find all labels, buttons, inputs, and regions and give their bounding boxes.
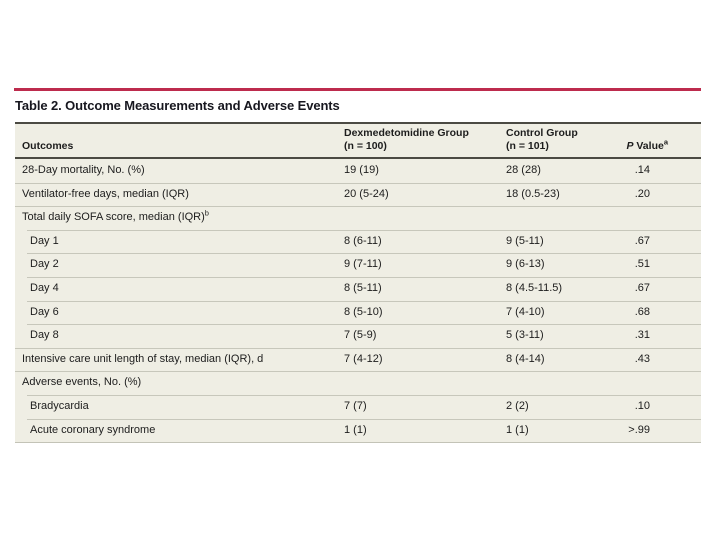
outcome-label-cell: Day 4 [15, 277, 340, 301]
dexmedetomidine-value-cell: 8 (6-11) [344, 234, 382, 247]
column-header-control-line1: Control Group [506, 127, 578, 139]
outcome-label-cell: Acute coronary syndrome [15, 419, 340, 443]
column-header-control-group: Control Group (n = 101) [502, 124, 610, 157]
control-value-cell [502, 371, 610, 395]
table-row: Acute coronary syndrome 1 (1) 1 (1) >.99 [15, 418, 701, 443]
p-value-cell: .14 [634, 164, 650, 176]
p-value-cell: .68 [634, 305, 650, 318]
outcome-label: Day 2 [30, 258, 59, 271]
dexmedetomidine-value-cell: 19 (19) [344, 164, 379, 176]
table-body: 28-Day mortality, No. (%) 19 (19) 28 (28… [15, 159, 701, 442]
control-value-cell: 18 (0.5-23) [506, 187, 560, 200]
column-header-p-value-label: P Valuea [626, 137, 668, 152]
dexmedetomidine-value-cell: 9 (7-11) [344, 258, 382, 271]
p-value-cell: .43 [634, 352, 650, 365]
outcome-label-cell: Adverse events, No. (%) [15, 371, 340, 395]
dexmedetomidine-value-cell [340, 371, 502, 395]
outcome-label-cell: Day 8 [15, 324, 340, 348]
outcome-label: Day 4 [30, 281, 59, 294]
column-header-control-line2: (n = 101) [506, 140, 549, 152]
outcome-label: Total daily SOFA score, median (IQR) [22, 211, 205, 224]
outcome-label-cell: Ventilator-free days, median (IQR) [15, 183, 340, 207]
column-header-outcomes: Outcomes [15, 124, 340, 157]
table-row: Day 6 8 (5-10) 7 (4-10) .68 [15, 300, 701, 325]
table-row: Ventilator-free days, median (IQR) 20 (5… [15, 182, 701, 207]
dexmedetomidine-value-cell: 8 (5-10) [344, 305, 383, 318]
outcome-label: Bradycardia [30, 399, 89, 412]
control-value-cell: 2 (2) [506, 399, 529, 412]
column-header-dex-line1: Dexmedetomidine Group [344, 127, 469, 139]
p-value-cell: .67 [634, 281, 650, 294]
outcome-label-cell: Total daily SOFA score, median (IQR)b [15, 206, 340, 230]
control-value-cell [502, 206, 610, 230]
control-value-cell: 1 (1) [506, 423, 529, 436]
dexmedetomidine-value-cell: 8 (5-11) [344, 281, 382, 294]
control-value-cell: 8 (4-14) [506, 352, 545, 365]
p-value-footnote-marker: a [663, 137, 668, 147]
table-row: Day 1 8 (6-11) 9 (5-11) .67 [15, 229, 701, 254]
p-value-cell: .20 [634, 187, 650, 200]
dexmedetomidine-value-cell [340, 206, 502, 230]
table-header-row: Outcomes Dexmedetomidine Group (n = 100)… [15, 122, 701, 159]
p-value-cell: >.99 [628, 423, 650, 436]
p-value-cell: .31 [634, 329, 650, 342]
outcome-label-cell: Day 2 [15, 253, 340, 277]
control-value-cell: 9 (5-11) [506, 234, 544, 247]
outcome-label: 28-Day mortality, No. (%) [22, 164, 145, 176]
control-value-cell: 9 (6-13) [506, 258, 545, 271]
outcome-label-cell: 28-Day mortality, No. (%) [15, 159, 340, 183]
outcome-label: Adverse events, No. (%) [22, 376, 142, 389]
outcome-label-cell: Bradycardia [15, 395, 340, 419]
table-row: Adverse events, No. (%) [15, 371, 701, 395]
dexmedetomidine-value-cell: 7 (7) [344, 399, 367, 412]
control-value-cell: 8 (4.5-11.5) [506, 281, 563, 294]
column-header-outcomes-label: Outcomes [22, 140, 74, 152]
column-header-p-value: P Valuea [610, 124, 701, 157]
outcome-label-cell: Intensive care unit length of stay, medi… [15, 348, 340, 372]
table-row: Day 2 9 (7-11) 9 (6-13) .51 [15, 253, 701, 277]
outcome-label: Acute coronary syndrome [30, 423, 156, 436]
p-value-cell: .51 [634, 258, 650, 271]
outcome-label-cell: Day 6 [15, 301, 340, 325]
outcome-label: Ventilator-free days, median (IQR) [22, 187, 189, 200]
p-value-cell [610, 371, 701, 395]
table-row: Intensive care unit length of stay, medi… [15, 347, 701, 372]
table-row: 28-Day mortality, No. (%) 19 (19) 28 (28… [15, 159, 701, 183]
p-value-cell [610, 206, 701, 230]
table-row: Day 4 8 (5-11) 8 (4.5-11.5) .67 [15, 276, 701, 301]
dexmedetomidine-value-cell: 20 (5-24) [344, 187, 389, 200]
outcome-label: Day 1 [30, 234, 59, 247]
dexmedetomidine-value-cell: 7 (5-9) [344, 329, 377, 342]
control-value-cell: 7 (4-10) [506, 305, 545, 318]
table-row: Total daily SOFA score, median (IQR)b [15, 206, 701, 230]
p-value-cell: .67 [634, 234, 650, 247]
control-value-cell: 28 (28) [506, 164, 541, 176]
outcome-label-cell: Day 1 [15, 230, 340, 254]
column-header-dexmedetomidine-group: Dexmedetomidine Group (n = 100) [340, 124, 502, 157]
dexmedetomidine-value-cell: 7 (4-12) [344, 352, 383, 365]
control-value-cell: 5 (3-11) [506, 329, 544, 342]
table-row: Day 8 7 (5-9) 5 (3-11) .31 [15, 324, 701, 348]
outcome-label: Intensive care unit length of stay, medi… [22, 352, 264, 365]
dexmedetomidine-value-cell: 1 (1) [344, 423, 367, 436]
table-title: Table 2. Outcome Measurements and Advers… [15, 98, 340, 113]
p-value-cell: .10 [634, 399, 650, 412]
accent-rule [14, 88, 701, 91]
outcome-label: Day 8 [30, 329, 59, 342]
table-row: Bradycardia 7 (7) 2 (2) .10 [15, 394, 701, 419]
column-header-dex-line2: (n = 100) [344, 140, 387, 152]
outcome-footnote-marker: b [204, 208, 209, 218]
outcomes-table: Outcomes Dexmedetomidine Group (n = 100)… [15, 122, 701, 444]
outcome-label: Day 6 [30, 305, 59, 318]
